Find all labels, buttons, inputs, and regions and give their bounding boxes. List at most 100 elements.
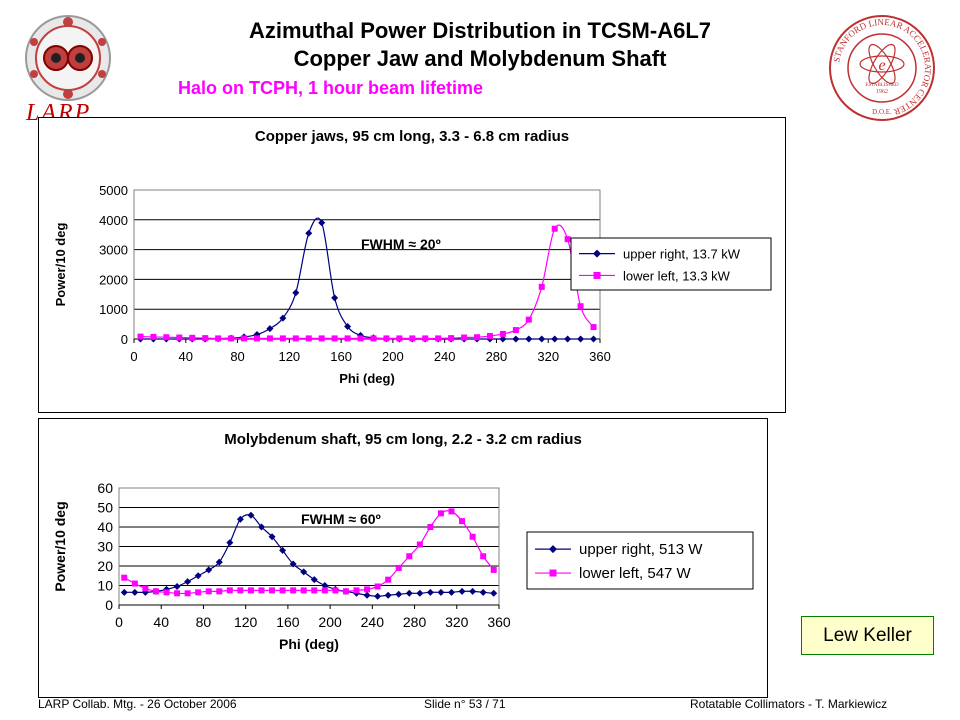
data-point [176, 334, 183, 341]
data-point [279, 335, 286, 342]
data-point [405, 589, 413, 597]
data-point [437, 510, 444, 517]
x-tick-label: 40 [153, 614, 169, 630]
x-tick-label: 280 [486, 349, 508, 364]
x-tick-label: 200 [382, 349, 404, 364]
footer-presenter: Rotatable Collimators - T. Markiewicz [690, 697, 888, 711]
data-point [318, 219, 326, 227]
slide-title-line2: Copper Jaw and Molybdenum Shaft [293, 46, 667, 71]
data-point [163, 589, 170, 596]
data-point [469, 587, 477, 595]
slac-seal: STANFORD LINEAR ACCELERATOR CENTER e EST… [828, 14, 936, 122]
data-point [480, 553, 487, 560]
chart-title: Copper jaws, 95 cm long, 3.3 - 6.8 cm ra… [255, 128, 569, 145]
data-point [525, 316, 532, 323]
legend-label: lower left, 13.3 kW [623, 268, 731, 283]
data-point [279, 546, 287, 554]
x-axis-label: Phi (deg) [339, 371, 395, 386]
data-point [236, 515, 244, 523]
y-axis-label: Power/10 deg [52, 501, 68, 591]
data-point [448, 588, 455, 596]
data-point [331, 335, 338, 342]
slide-subtitle: Halo on TCPH, 1 hour beam lifetime [178, 78, 484, 98]
data-point [205, 566, 213, 574]
data-point [479, 588, 487, 596]
data-point [321, 582, 329, 589]
data-point [202, 335, 209, 342]
slac-seal-graphic: STANFORD LINEAR ACCELERATOR CENTER e EST… [829, 15, 935, 121]
copper-jaws-chart-panel: Copper jaws, 95 cm long, 3.3 - 6.8 cm ra… [38, 117, 786, 413]
data-point [363, 591, 371, 599]
data-point [395, 564, 402, 571]
y-tick-label: 5000 [99, 183, 128, 198]
data-point [538, 335, 546, 343]
data-point [461, 334, 468, 341]
legend-box [526, 531, 754, 590]
data-point [305, 335, 312, 342]
author-label: Lew Keller [801, 616, 934, 655]
y-tick-label: 10 [97, 578, 113, 594]
data-point [486, 333, 493, 340]
data-point [406, 553, 413, 560]
data-point [215, 335, 222, 342]
data-point [422, 335, 429, 342]
data-point [564, 236, 571, 243]
data-point [174, 590, 181, 597]
legend-label: lower left, 547 W [579, 565, 692, 582]
data-point [374, 583, 381, 590]
x-tick-label: 120 [278, 349, 300, 364]
larp-logo: LARP [18, 8, 118, 126]
data-point [490, 566, 497, 573]
data-point [268, 533, 276, 541]
x-tick-label: 240 [361, 614, 385, 630]
data-point [310, 576, 318, 584]
data-point [121, 574, 128, 581]
data-point [266, 325, 274, 333]
data-point [416, 541, 423, 548]
x-tick-label: 200 [318, 614, 342, 630]
chart-title: Molybdenum shaft, 95 cm long, 2.2 - 3.2 … [224, 431, 582, 448]
data-point [279, 314, 287, 322]
data-point [364, 586, 371, 593]
data-point [131, 580, 138, 587]
y-tick-label: 0 [105, 597, 113, 613]
data-point [258, 587, 265, 594]
data-point [474, 334, 481, 341]
data-point [305, 229, 313, 237]
y-tick-label: 1000 [99, 302, 128, 317]
data-point [577, 303, 584, 310]
data-point [292, 335, 299, 342]
data-point [163, 334, 170, 341]
y-tick-label: 60 [97, 480, 113, 496]
x-tick-label: 0 [130, 349, 137, 364]
data-point [194, 572, 202, 580]
data-point [173, 582, 181, 590]
data-point [469, 533, 476, 540]
data-point [353, 587, 360, 594]
data-point [435, 335, 442, 342]
x-tick-label: 160 [276, 614, 300, 630]
data-point [247, 511, 255, 519]
data-point [384, 591, 392, 599]
y-tick-label: 3000 [99, 243, 128, 258]
legend-marker [549, 545, 557, 554]
data-point [427, 524, 434, 530]
x-tick-label: 360 [487, 614, 511, 630]
x-tick-label: 0 [115, 614, 123, 630]
legend-box [570, 237, 772, 291]
data-point [551, 225, 558, 232]
data-point [318, 335, 325, 342]
data-point [416, 589, 424, 597]
x-axis-label: Phi (deg) [279, 636, 339, 652]
data-point [448, 335, 455, 342]
data-point [152, 588, 159, 595]
data-point [131, 588, 139, 596]
data-point [321, 587, 328, 594]
data-point [184, 590, 191, 597]
data-point [590, 324, 597, 331]
data-point [184, 578, 192, 586]
copper-jaws-chart: Copper jaws, 95 cm long, 3.3 - 6.8 cm ra… [53, 128, 772, 386]
data-point [150, 333, 157, 340]
data-point [237, 587, 244, 594]
data-point [289, 560, 297, 568]
